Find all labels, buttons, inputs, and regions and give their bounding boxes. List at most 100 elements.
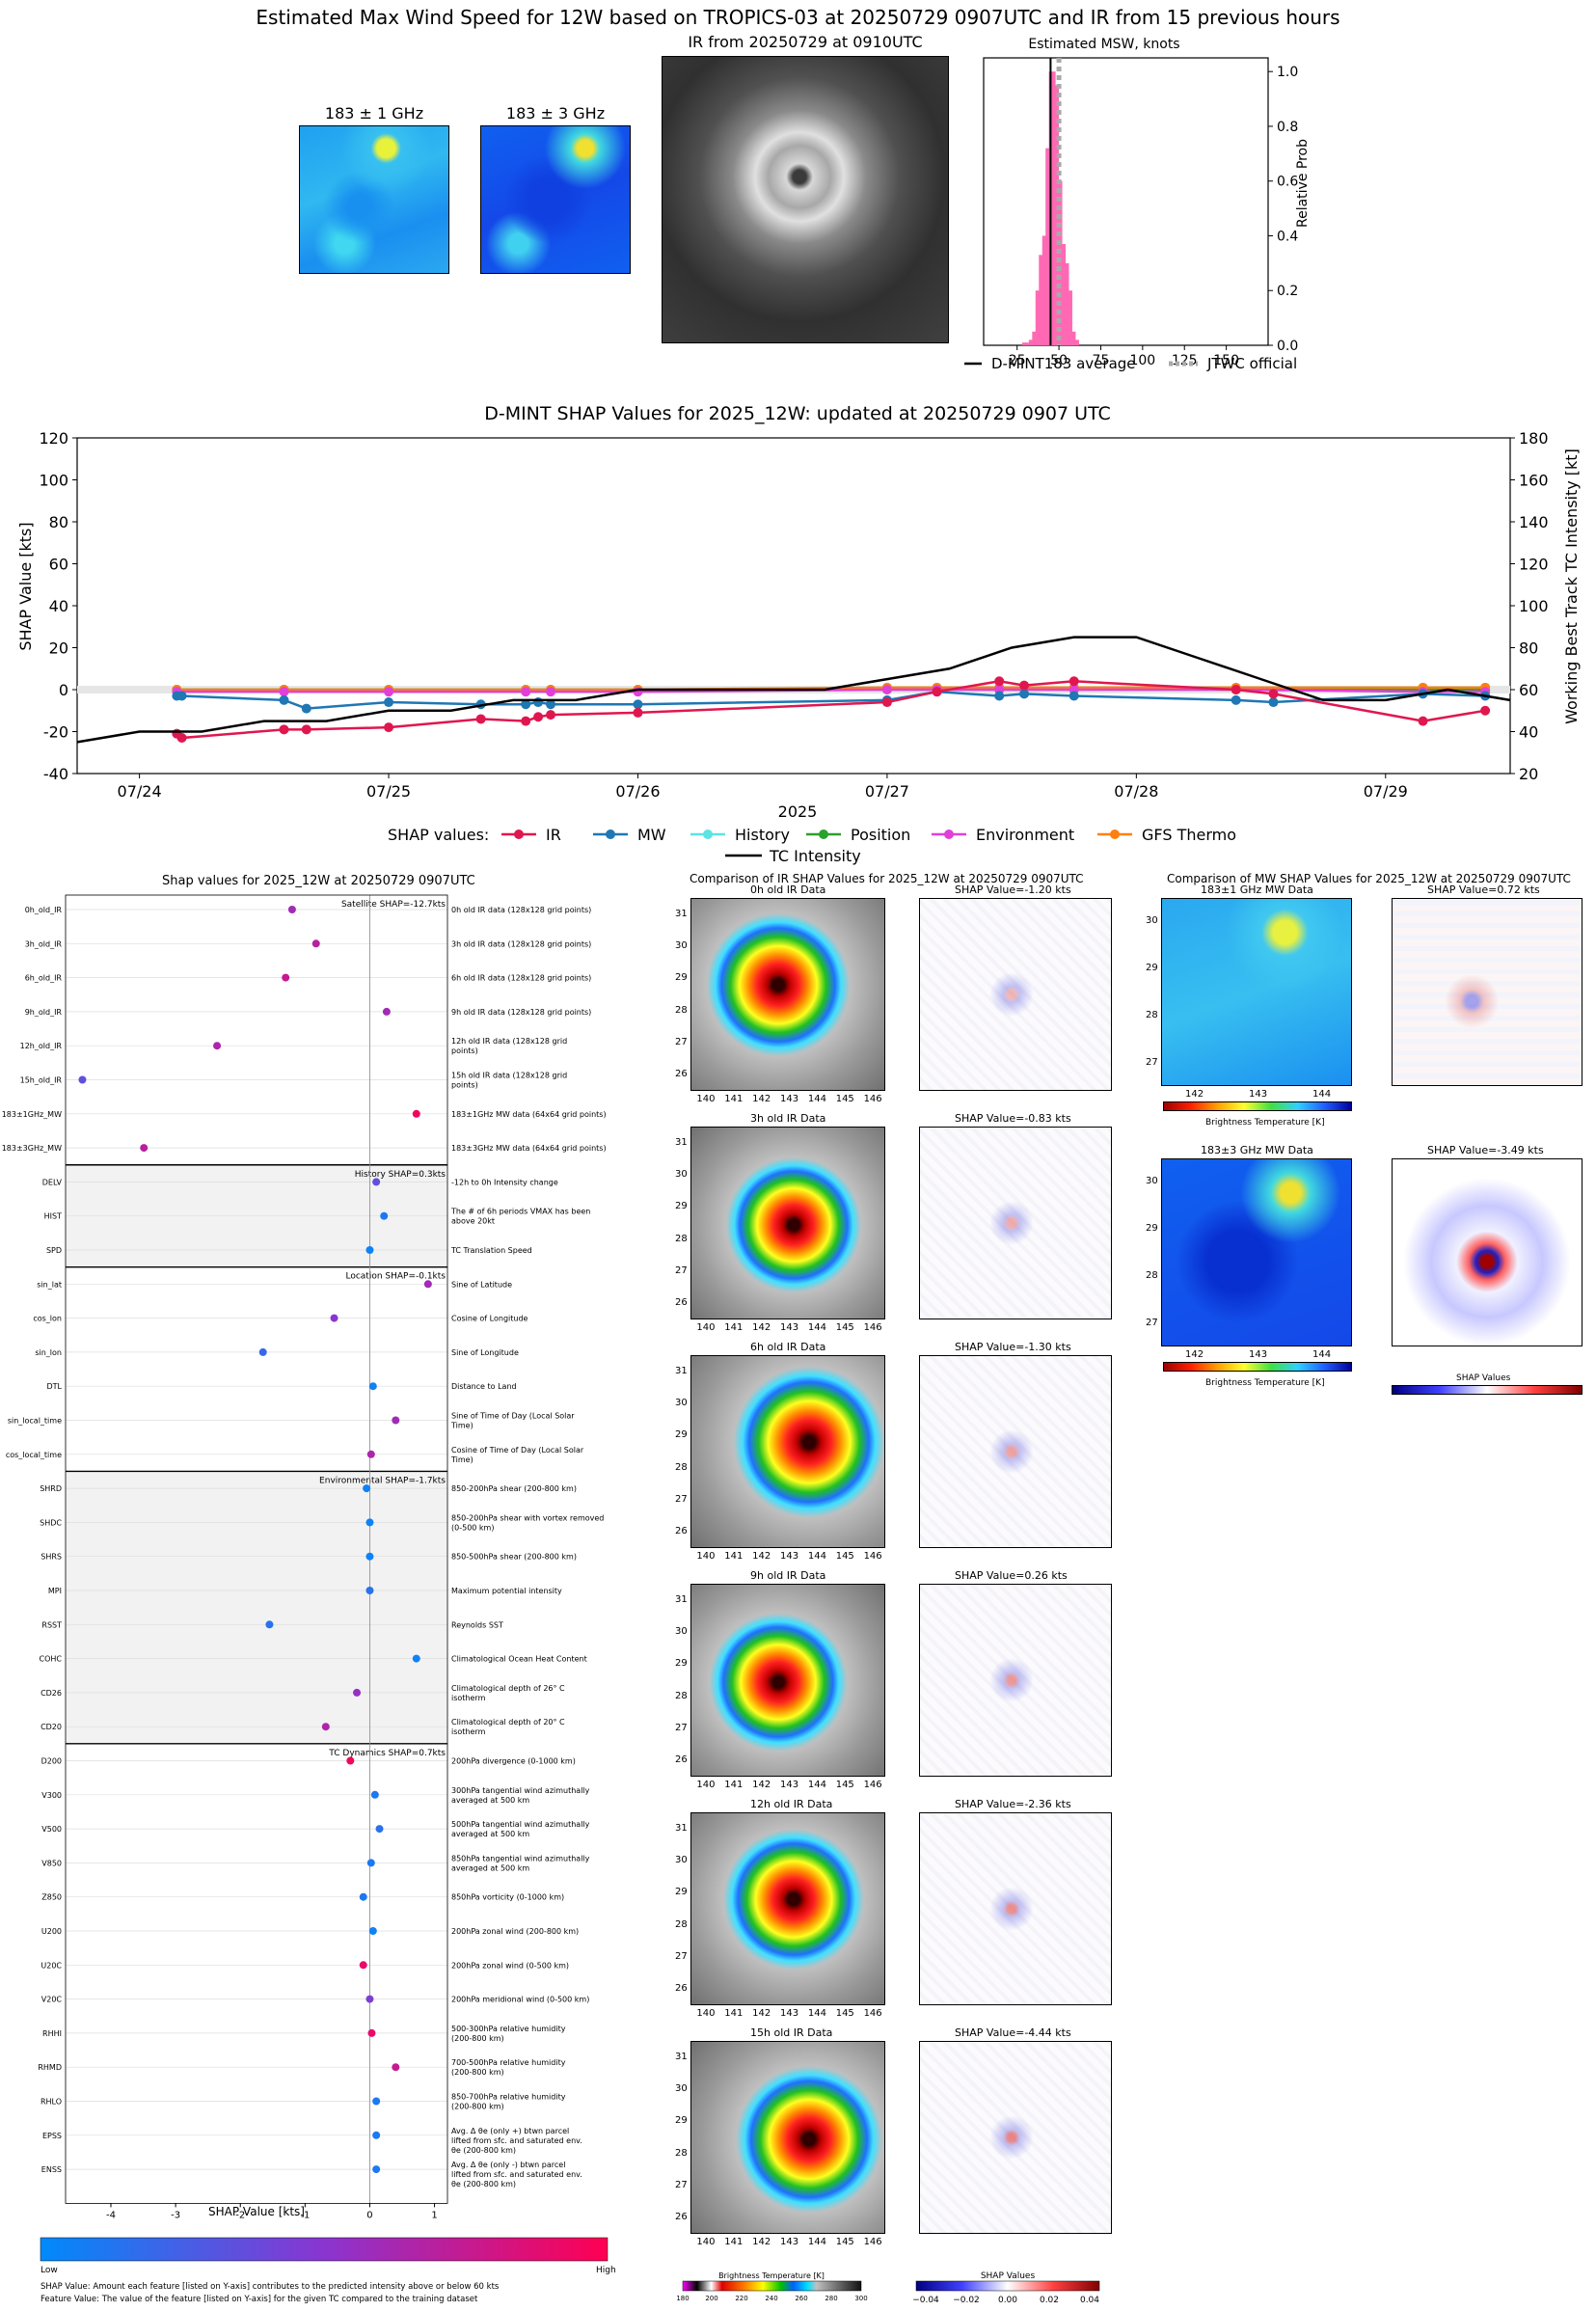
hist-xtick-label: 125: [1172, 353, 1198, 368]
ir-data-image: [690, 2041, 885, 2234]
feature-name-label: U20C: [41, 1961, 62, 1970]
axis-tick-label: 140: [696, 1094, 716, 1104]
feature-description: 3h old IR data (128x128 grid points): [451, 939, 591, 948]
beeswarm-chart: Satellite SHAP=-12.7kts History SHAP=0.3k…: [2, 894, 616, 2304]
ir-shap-title: SHAP Value=-2.36 kts: [955, 1798, 1071, 1810]
hist-bar: [1066, 290, 1072, 345]
axis-tick-label: 143: [780, 2008, 799, 2019]
legend-ir-label: IR: [546, 826, 561, 844]
feature-description: 9h old IR data (128x128 grid points): [451, 1008, 591, 1017]
feature-name-label: V500: [41, 1825, 62, 1834]
group-shade: [66, 1471, 447, 1744]
feature-name-label: DELV: [42, 1178, 63, 1186]
mw-data-title: 183±3 GHz MW Data: [1201, 1144, 1313, 1156]
axis-tick-label: 30: [1146, 915, 1158, 927]
axis-tick-label: 146: [863, 2237, 882, 2247]
axis-tick-label: 26: [675, 1526, 688, 1537]
feature-description-line: 300hPa tangential wind azimuthally: [451, 1786, 590, 1795]
axis-tick-label: 143: [780, 1780, 799, 1790]
ir-shap-colorbar: [915, 2280, 1100, 2292]
feature-point: [372, 2165, 381, 2174]
mw-shap-title: SHAP Value=-3.49 kts: [1427, 1144, 1544, 1156]
feature-description-line: averaged at 500 km: [451, 1796, 529, 1805]
series-ir-point: [1069, 676, 1079, 687]
feature-name-label: SHRD: [40, 1484, 62, 1493]
feature-point: [359, 1961, 367, 1970]
legend-tc-intensity-label: TC Intensity: [769, 847, 861, 865]
ts-xtick-label: 07/24: [118, 782, 162, 801]
mw1-thumbnail: [299, 125, 449, 274]
feature-description: 850-200hPa shear with vortex removed (0-5…: [451, 1513, 604, 1532]
feature-description: Sine of Latitude: [451, 1280, 512, 1289]
axis-tick-label: 146: [863, 1551, 882, 1562]
feature-point: [353, 1688, 362, 1697]
legend-history-marker: [703, 829, 713, 839]
feature-description-line: 183±1GHz MW data (64x64 grid points): [451, 1110, 607, 1119]
ir-data-title: 6h old IR Data: [750, 1341, 826, 1353]
group-label: TC Dynamics SHAP=0.7kts: [328, 1749, 446, 1758]
axis-tick-label: 141: [724, 2237, 744, 2247]
axis-tick-label: 145: [835, 1322, 854, 1333]
series-mw-point: [994, 691, 1005, 701]
feature-point: [372, 2097, 381, 2106]
feature-name-label: V300: [41, 1791, 62, 1800]
feature-description-line: 3h old IR data (128x128 grid points): [451, 939, 591, 948]
axis-tick-label: 30: [675, 1398, 688, 1408]
feature-description-line: 850-200hPa shear with vortex removed: [451, 1513, 604, 1522]
feature-description: 200hPa divergence (0-1000 km): [451, 1757, 576, 1766]
ts-xtick-label: 07/27: [865, 782, 909, 801]
axis-tick-label: 143: [1249, 1089, 1268, 1100]
hist-ytick-label: 0.6: [1277, 175, 1298, 190]
axis-tick-label: 29: [675, 1201, 688, 1212]
hist-bar: [1021, 342, 1029, 345]
feature-description-line: Reynolds SST: [451, 1620, 503, 1629]
feature-description-line: 0h old IR data (128x128 grid points): [451, 906, 591, 914]
feature-description-line: 200hPa zonal wind (0-500 km): [451, 1961, 569, 1970]
ir-bt-colorbar: [682, 2280, 862, 2292]
ts-y2tick-label: 40: [1519, 723, 1538, 742]
axis-tick-label: 140: [696, 1322, 716, 1333]
series-mw-point: [533, 697, 544, 708]
axis-tick-label: 30: [675, 2083, 688, 2094]
axis-tick-label: 141: [724, 2008, 744, 2019]
feature-description: Cosine of Longitude: [451, 1315, 528, 1323]
feature-description: Avg. Δ θe (only +) btwn parcel lifted fro…: [451, 2127, 582, 2155]
axis-tick-label: 146: [863, 1322, 882, 1333]
axis-tick-label: 142: [752, 2237, 771, 2247]
feature-description-line: 200hPa meridional wind (0-500 km): [451, 1996, 589, 2004]
mw-bt-colorbar: [1163, 1101, 1352, 1111]
series-ir-point: [932, 687, 942, 697]
ir-shap-title: SHAP Value=-0.83 kts: [955, 1112, 1071, 1125]
ir-thumbnail: [662, 56, 949, 343]
feature-name-label: HIST: [44, 1212, 62, 1221]
feature-name-label: RHMD: [38, 2063, 62, 2072]
axis-tick-label: 30: [675, 1169, 688, 1180]
ts-ytick-label: -40: [43, 765, 68, 783]
axis-tick-label: 30: [1146, 1176, 1158, 1187]
feature-point: [366, 1859, 375, 1867]
shap-timeseries-chart: D-MINT SHAP Values for 2025_12W: updated…: [16, 403, 1581, 865]
series-ir-point: [1480, 705, 1491, 716]
feature-description: -12h to 0h Intensity change: [451, 1178, 558, 1186]
legend-gfs-thermo-label: GFS Thermo: [1142, 826, 1236, 844]
feature-name-label: 6h_old_IR: [25, 974, 63, 983]
feature-point: [265, 1620, 274, 1629]
ir-colorbars: Brightness Temperature [K] 180 200 220 240 2…: [676, 2271, 1100, 2305]
ir-shap-title: SHAP Value=0.26 kts: [955, 1569, 1068, 1582]
feature-description-line: Avg. Δ θe (only -) btwn parcel: [451, 2161, 565, 2169]
timeseries-ylabel-right: Working Best Track TC Intensity [kt]: [1562, 449, 1581, 724]
tc-intensity-line: [76, 636, 1511, 744]
axis-tick-label: 28: [675, 1918, 688, 1930]
axis-tick-label: 28: [675, 1004, 688, 1016]
svg-text:0.00: 0.00: [998, 2296, 1017, 2305]
hist-xtick-label: 75: [1093, 353, 1110, 368]
feature-description-line: 183±3GHz MW data (64x64 grid points): [451, 1144, 607, 1153]
msw-histogram: Estimated MSW, knots 25 50 75 100 125 150 0.0 0…: [964, 37, 1311, 372]
axis-tick-label: 30: [675, 1855, 688, 1865]
mw-bt-label: Brightness Temperature [K]: [1205, 1118, 1325, 1128]
axis-tick-label: 28: [1146, 1269, 1158, 1281]
legend-ir-marker: [514, 829, 524, 839]
beeswarm-note-2: Feature Value: The value of the feature …: [41, 2295, 478, 2304]
axis-tick-label: 141: [724, 1780, 744, 1790]
